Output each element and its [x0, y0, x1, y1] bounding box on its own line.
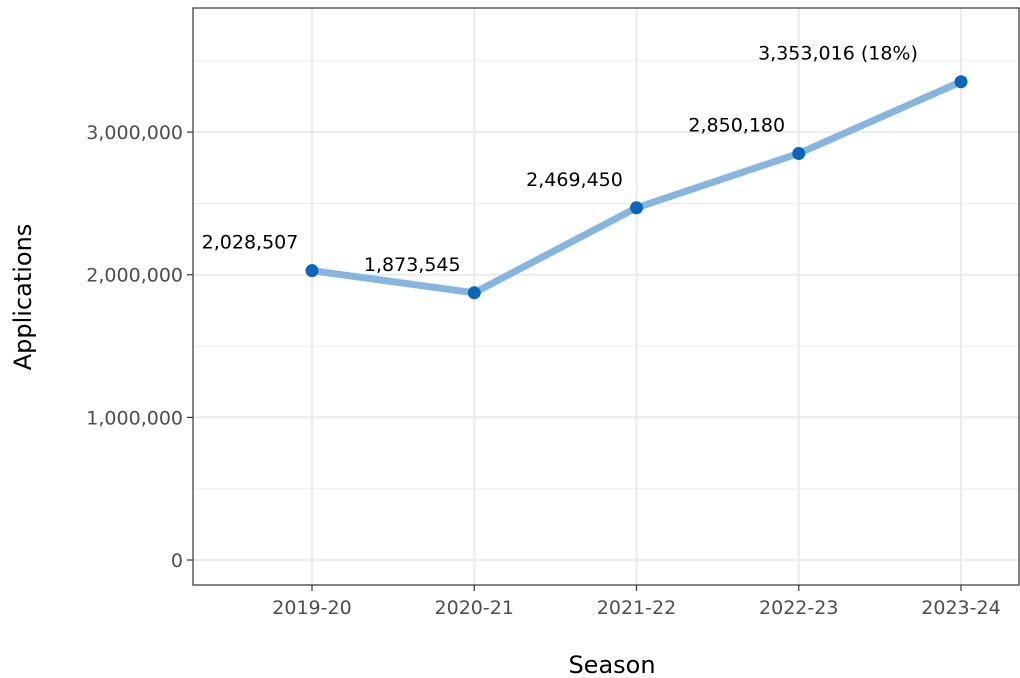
y-tick-label: 2,000,000	[86, 265, 183, 287]
minor-gridlines	[193, 60, 1019, 490]
plot-panel-background	[193, 8, 1019, 585]
y-axis-title: Applications	[9, 224, 37, 371]
data-label: 1,873,545	[364, 254, 461, 276]
data-label: 3,353,016 (18%)	[758, 43, 918, 65]
plot-panel-border	[192, 7, 1020, 586]
x-axis: 2019-20 2020-21 2021-22 2022-23 2023-24	[272, 585, 1001, 619]
x-tick-label: 2020-21	[435, 597, 514, 619]
data-label: 2,028,507	[202, 232, 299, 254]
y-tick-label: 1,000,000	[86, 407, 183, 429]
x-axis-title: Season	[568, 651, 655, 678]
x-tick-label: 2023-24	[921, 597, 1000, 619]
x-tick-label: 2021-22	[597, 597, 676, 619]
data-label: 2,850,180	[688, 114, 785, 136]
data-point	[792, 146, 806, 160]
data-point	[954, 75, 968, 89]
x-tick-label: 2022-23	[759, 597, 838, 619]
y-axis: 0 1,000,000 2,000,000 3,000,000	[86, 122, 193, 572]
data-label: 2,469,450	[526, 169, 623, 191]
data-point	[305, 264, 319, 278]
data-point	[467, 286, 481, 300]
data-point	[630, 201, 643, 215]
series-applications: 2,028,507 1,873,545 2,469,450 2,850,180 3,35…	[202, 43, 968, 300]
y-tick-label: 3,000,000	[86, 122, 183, 144]
x-tick-label: 2019-20	[272, 597, 351, 619]
y-tick-label: 0	[171, 550, 183, 572]
